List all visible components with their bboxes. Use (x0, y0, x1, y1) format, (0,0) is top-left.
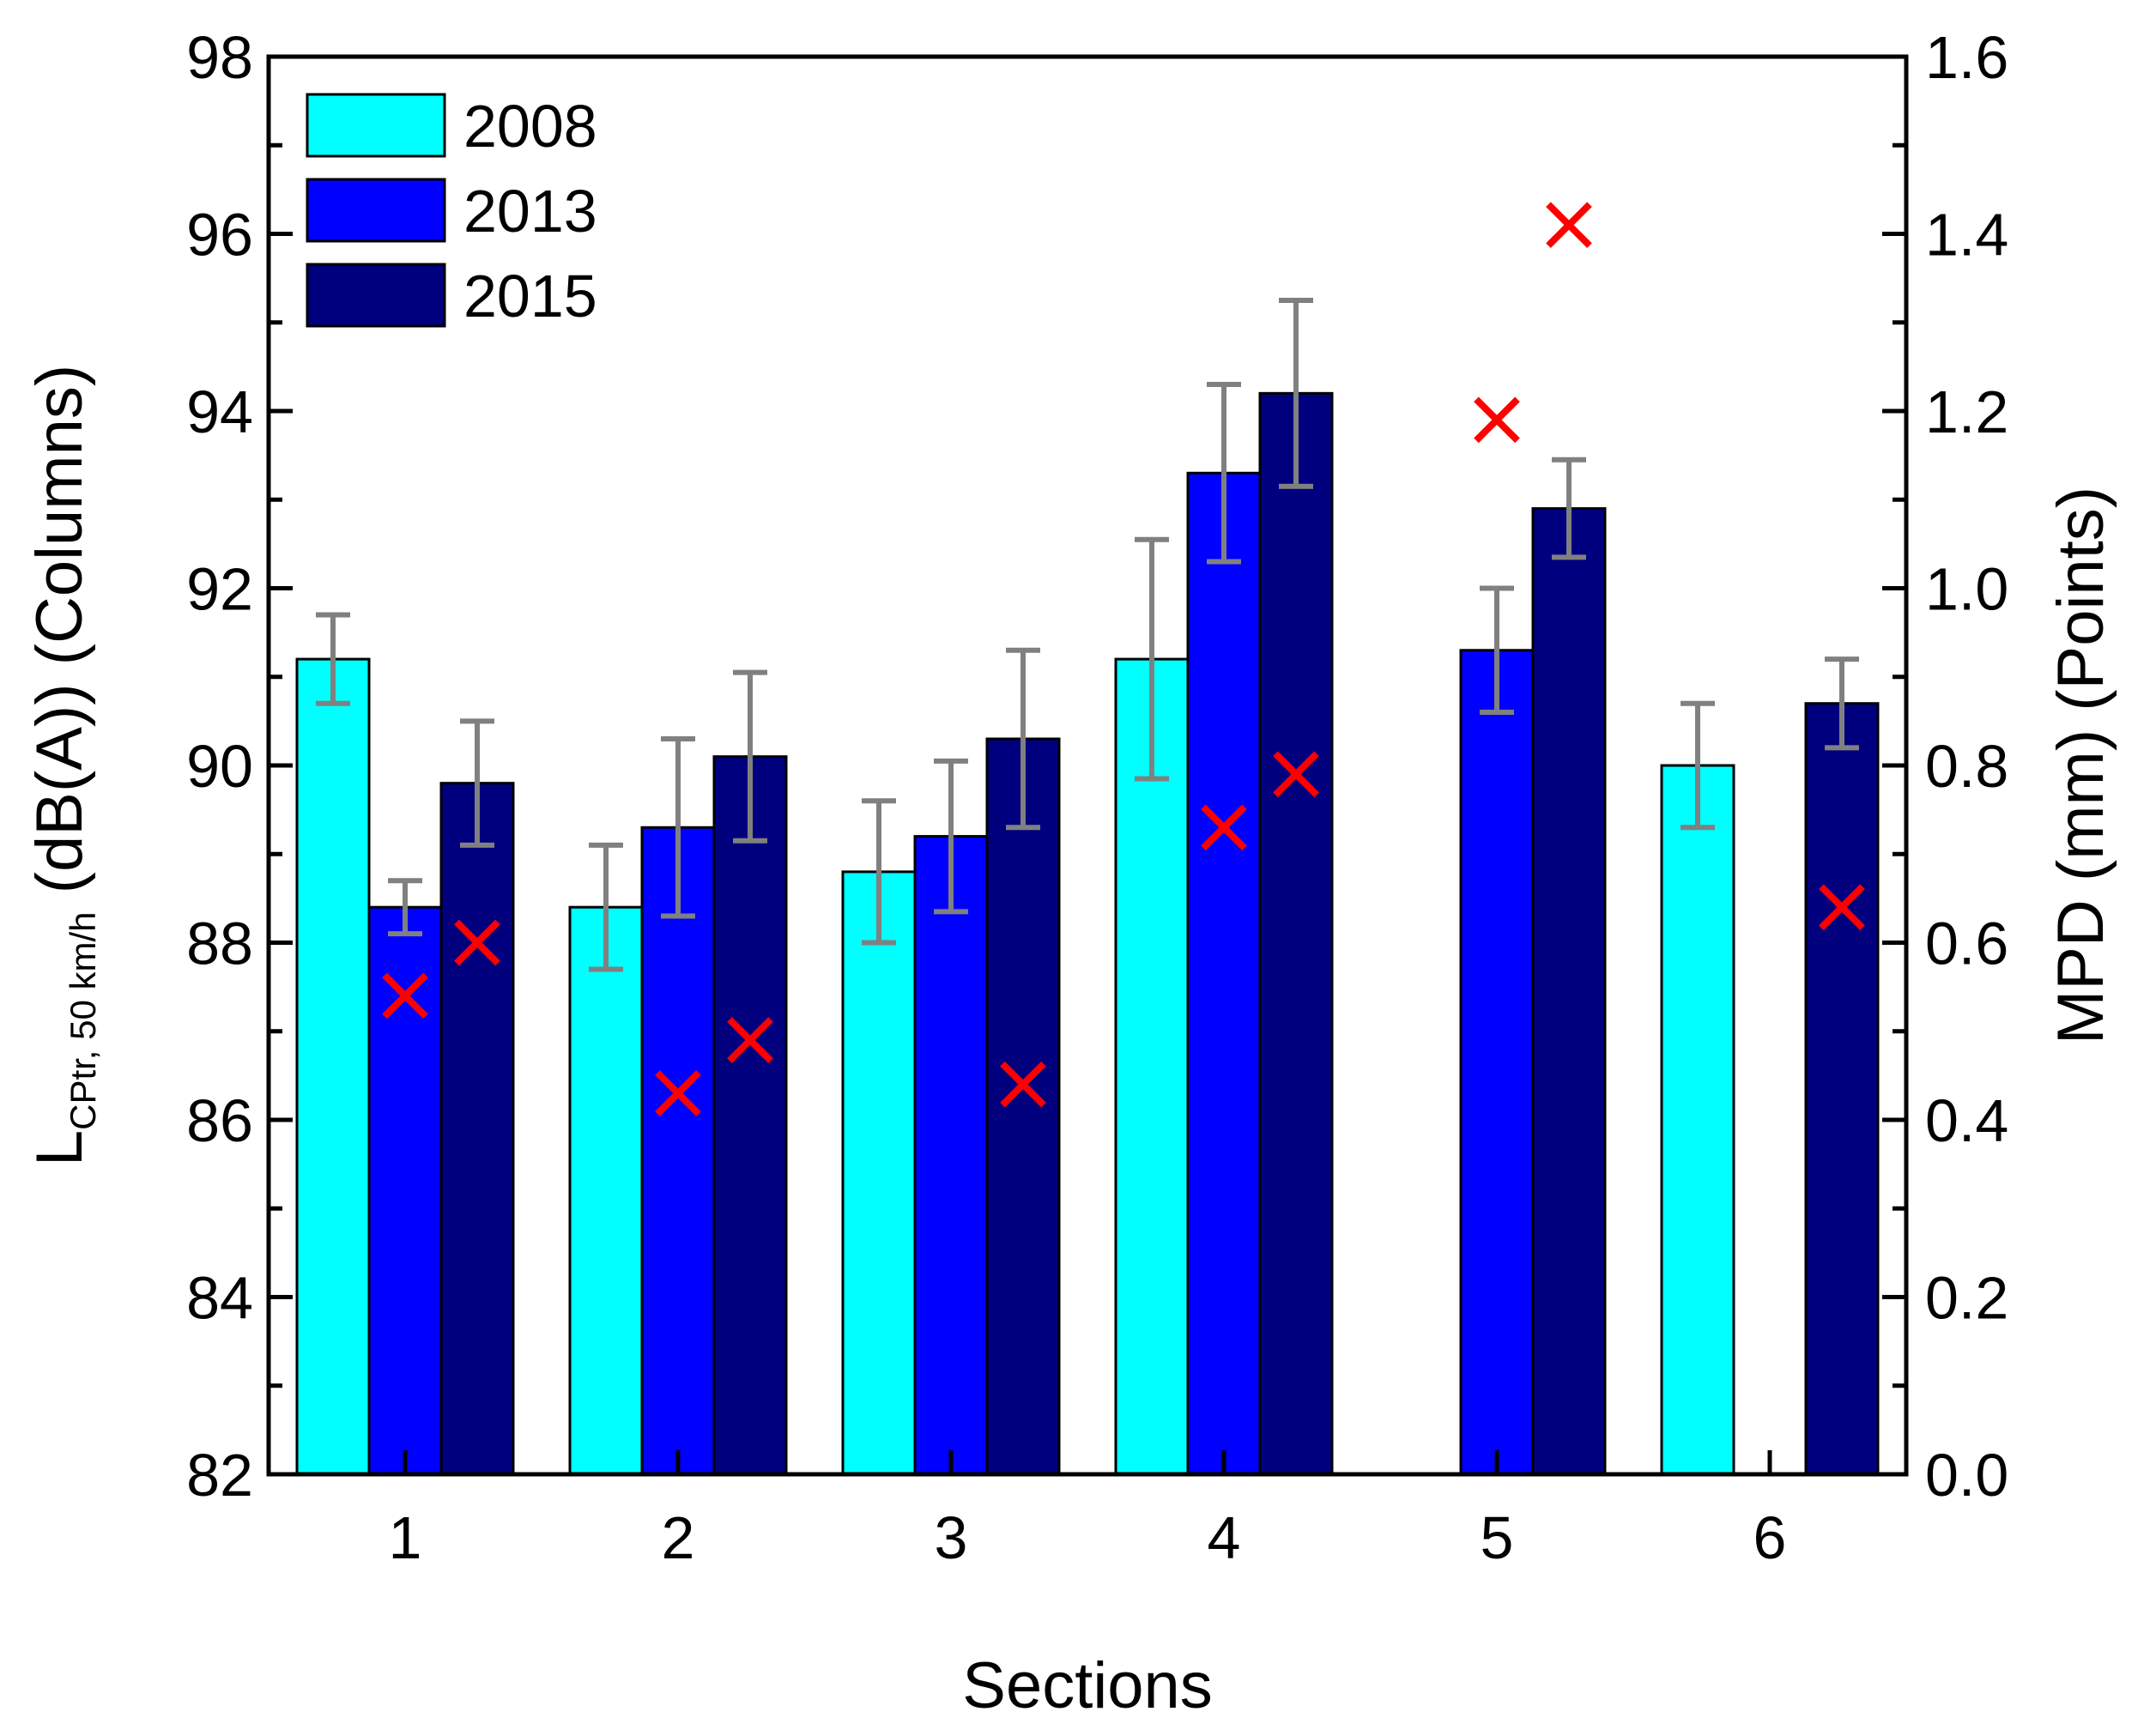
y-axis-title-subscript: CPtr, 50 km/h (63, 911, 103, 1129)
legend-label-2015: 2015 (463, 263, 597, 330)
error-bar-2015-section-2 (733, 669, 767, 844)
y-tick-label: 94 (186, 378, 253, 445)
bar-2013-section-2 (640, 826, 716, 1476)
y2-tick-label: 1.0 (1925, 556, 2008, 623)
bar-2015-section-2 (712, 755, 788, 1476)
legend-label-2013: 2013 (463, 178, 597, 245)
bar-2013-section-5 (1459, 649, 1535, 1476)
x-tick-label: 5 (1481, 1504, 1514, 1571)
mpd-point-section-6-2015 (1819, 884, 1865, 931)
error-bar-2015-section-6 (1825, 656, 1859, 751)
legend: 2008 2013 2015 (306, 93, 597, 330)
error-bar-2013-section-1 (388, 878, 422, 937)
bar-2008-section-6 (1660, 764, 1735, 1476)
y2-tick-label: 0.6 (1925, 910, 2008, 977)
error-bar-2015-section-1 (460, 718, 494, 848)
error-bar-2008-section-2 (589, 842, 623, 972)
bar-2015-section-4 (1258, 391, 1334, 1476)
bar-2015-section-3 (985, 737, 1061, 1476)
mpd-points-layer (382, 202, 1865, 1116)
bar-2008-section-1 (295, 657, 371, 1476)
x-tick-label: 2 (662, 1504, 695, 1571)
y-axis-title: LCPtr, 50 km/h (dB(A)) (Columns) (23, 365, 103, 1166)
y-tick-label: 86 (186, 1087, 253, 1154)
bar-2008-section-3 (841, 870, 917, 1476)
legend-swatch-2015 (306, 263, 446, 328)
x-tick-label: 6 (1753, 1504, 1787, 1571)
y2-tick-label: 1.2 (1925, 378, 2008, 445)
x-tick-label: 3 (935, 1504, 968, 1571)
error-bar-2015-section-3 (1006, 647, 1040, 831)
y-axis-title-main: L (23, 1130, 96, 1166)
mpd-point-section-2-2015 (727, 1017, 773, 1063)
x-axis-title: Sections (962, 1649, 1213, 1722)
y-tick-label: 92 (186, 556, 253, 623)
axes-layer: 82 84 86 88 90 92 94 96 98 0.0 0.2 0.4 0.6 0.8 1.0 1.2 1… (186, 24, 2008, 1571)
bar-2008-section-2 (568, 905, 644, 1476)
bar-2015-section-6 (1804, 702, 1880, 1476)
mpd-point-section-5-2013 (1474, 396, 1520, 444)
y-tick-label: 96 (186, 202, 253, 269)
error-bar-2015-section-4 (1279, 297, 1313, 489)
bar-2015-section-1 (439, 782, 515, 1476)
error-bar-2013-section-2 (661, 736, 695, 919)
error-bar-2013-section-5 (1480, 585, 1514, 716)
y-tick-label: 84 (186, 1265, 253, 1332)
error-bar-2008-section-6 (1681, 700, 1715, 831)
y2-tick-label: 0.8 (1925, 733, 2008, 800)
x-tick-label: 1 (389, 1504, 422, 1571)
mpd-point-section-1-2015 (454, 919, 500, 966)
y-axis-title-rest: (dB(A)) (Columns) (23, 365, 96, 912)
legend-swatch-2013 (306, 178, 446, 243)
mpd-point-section-2-2013 (655, 1070, 701, 1116)
bars-layer (295, 391, 1880, 1476)
mpd-point-section-5-2015 (1546, 202, 1592, 249)
error-bar-2008-section-4 (1135, 536, 1169, 782)
y-tick-label: 90 (186, 733, 253, 800)
error-bar-2008-section-3 (862, 798, 896, 946)
x-tick-label: 4 (1208, 1504, 1241, 1571)
error-bars-layer (316, 297, 1859, 972)
error-bar-2015-section-5 (1552, 457, 1586, 560)
y2-axis-title: MPD (mm) (Points) (2044, 487, 2117, 1044)
error-bar-2013-section-3 (934, 758, 968, 915)
y2-tick-label: 1.6 (1925, 24, 2008, 91)
mpd-point-section-3-2015 (1000, 1061, 1046, 1108)
mpd-point-section-4-2015 (1273, 751, 1319, 798)
y2-tick-label: 0.2 (1925, 1265, 2008, 1332)
mpd-point-section-4-2013 (1201, 804, 1247, 851)
legend-label-2008: 2008 (463, 93, 597, 160)
bar-2013-section-4 (1186, 471, 1262, 1476)
error-bar-2008-section-1 (316, 612, 350, 706)
y2-tick-label: 1.4 (1925, 202, 2008, 269)
y-tick-label: 98 (186, 24, 253, 91)
error-bar-2013-section-4 (1207, 382, 1241, 565)
y2-tick-label: 0.4 (1925, 1087, 2008, 1154)
legend-swatch-2008 (306, 93, 446, 158)
y-tick-label: 82 (186, 1442, 253, 1509)
bar-2008-section-4 (1114, 657, 1190, 1476)
mpd-point-section-1-2013 (382, 972, 428, 1019)
y-tick-label: 88 (186, 910, 253, 977)
y2-tick-label: 0.0 (1925, 1442, 2008, 1509)
bar-2013-section-3 (913, 835, 989, 1476)
bar-2015-section-5 (1531, 507, 1607, 1476)
